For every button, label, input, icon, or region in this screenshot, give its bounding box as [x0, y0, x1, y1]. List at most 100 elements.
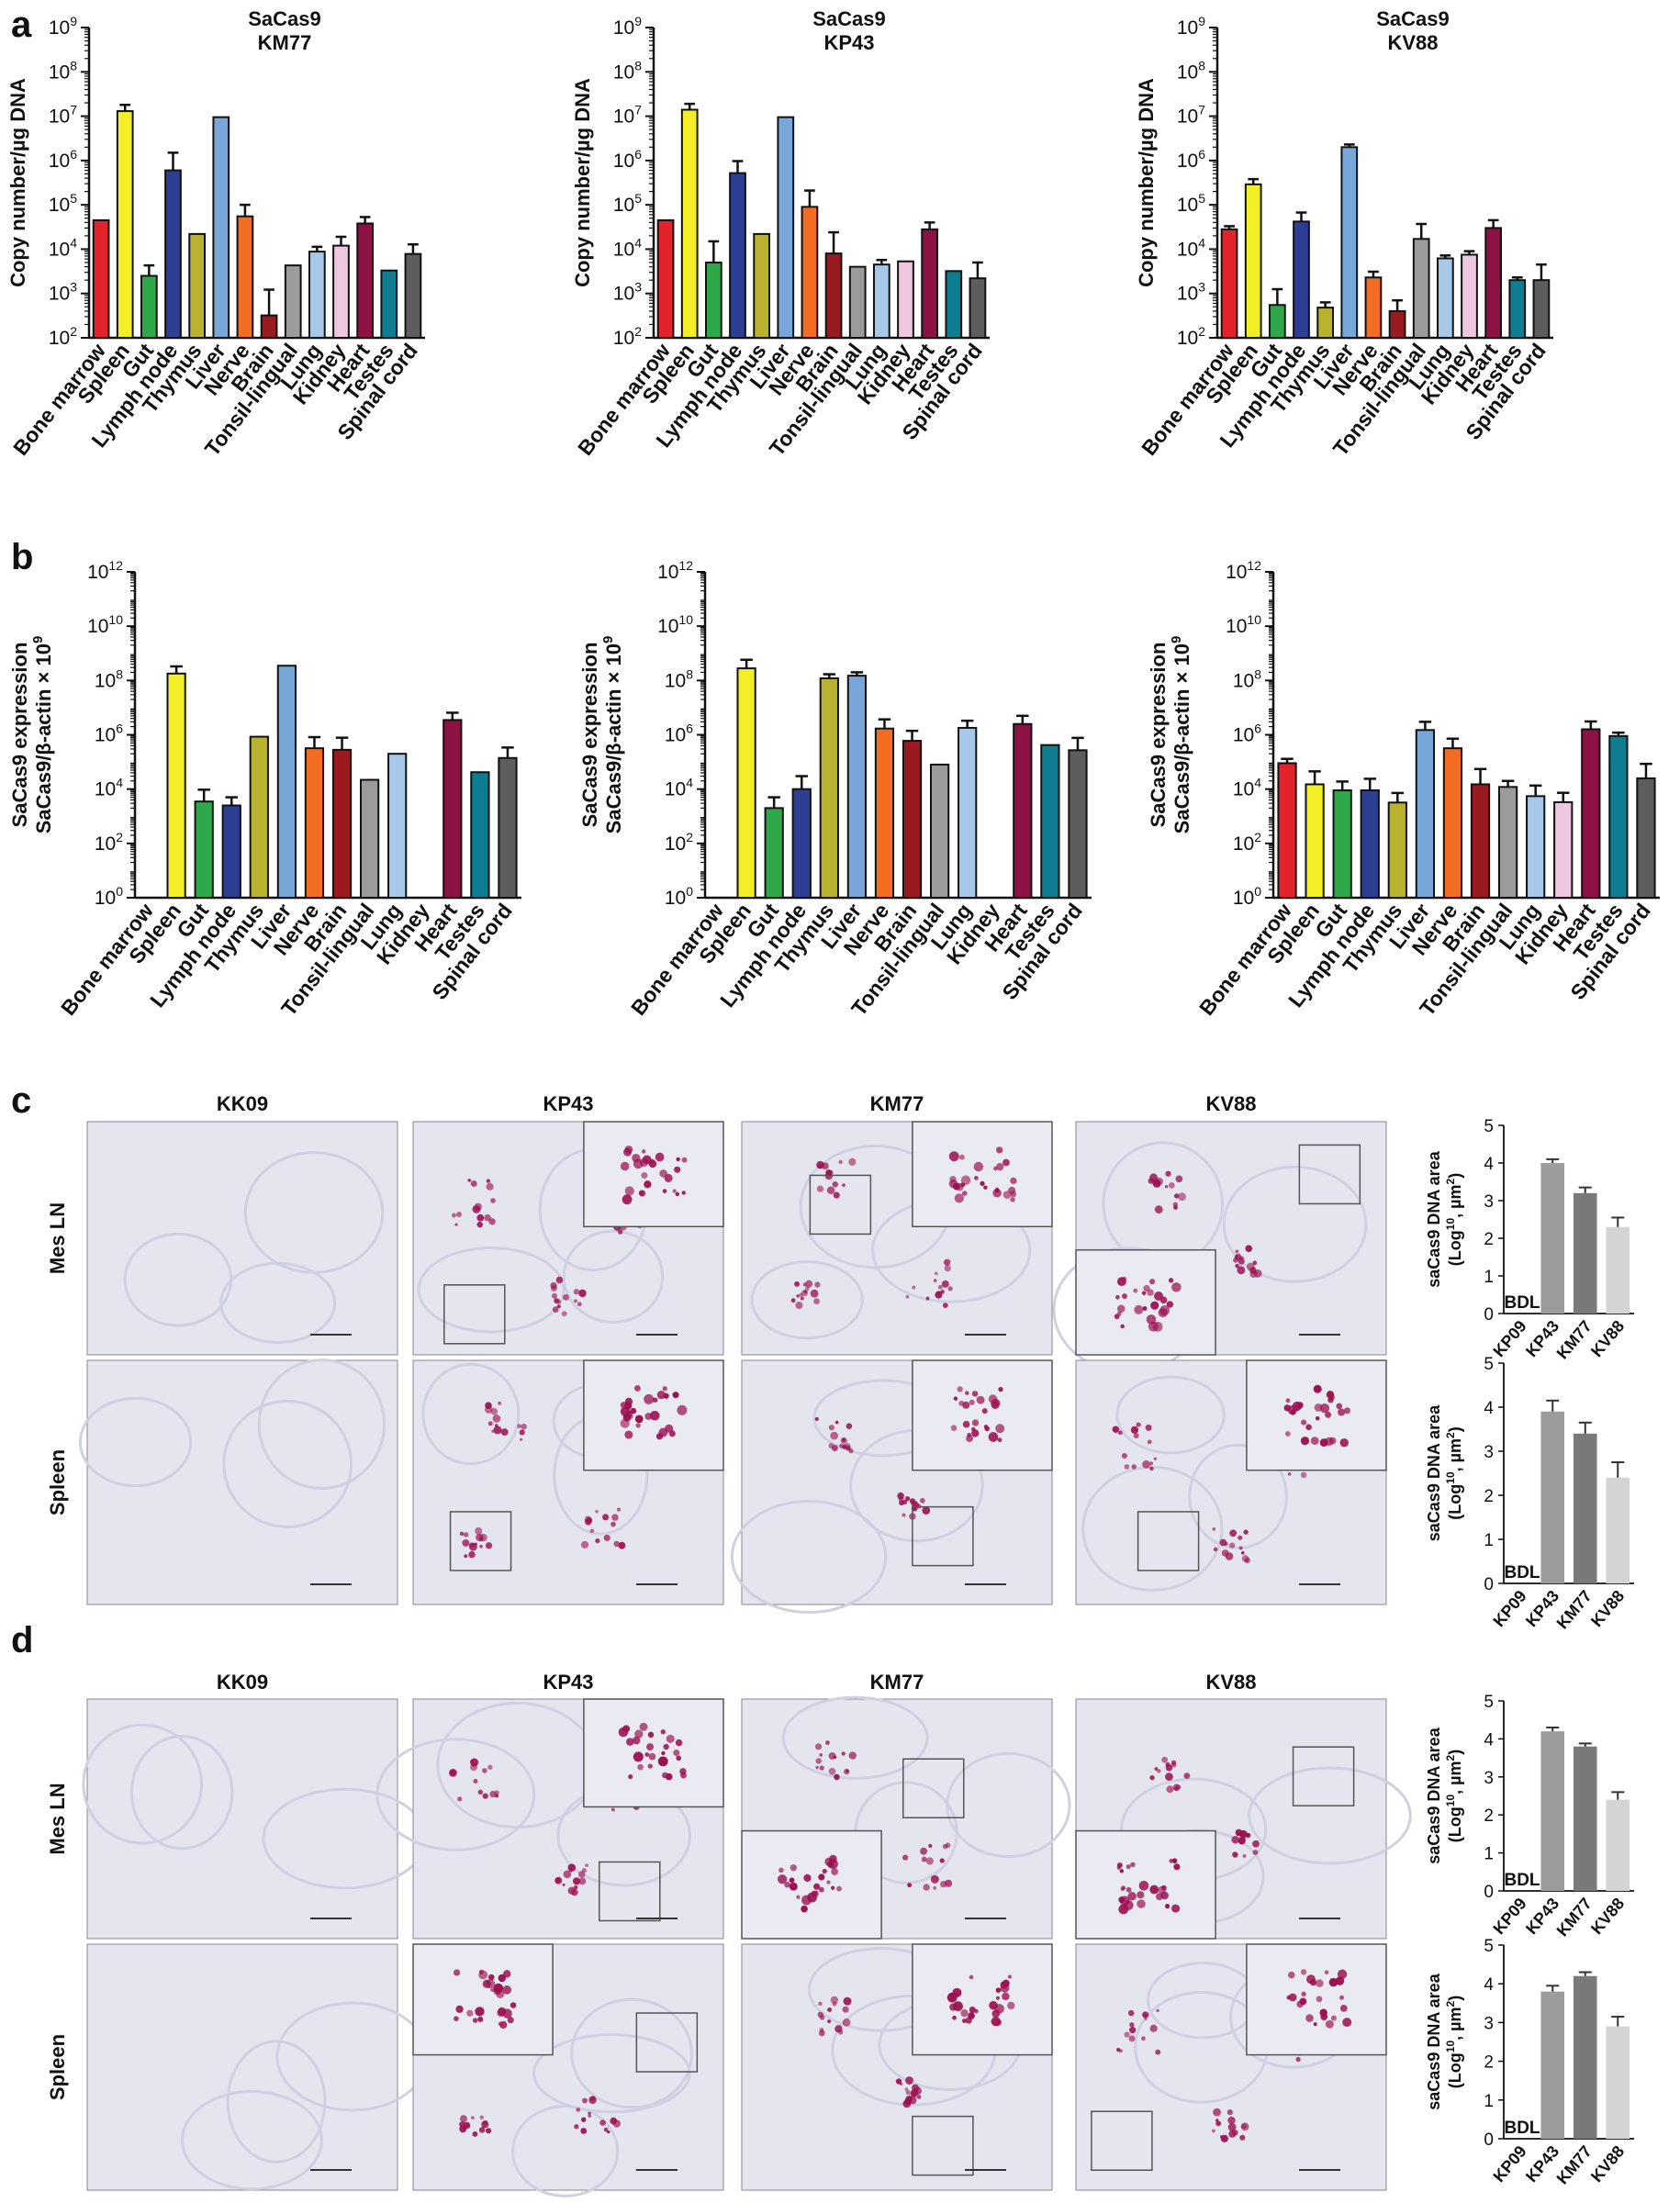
stain-spot — [942, 1843, 948, 1850]
stain-spot — [576, 2108, 581, 2112]
stain-spot — [663, 1743, 669, 1750]
bar-km77 — [1573, 1192, 1597, 1314]
stain-spot — [925, 1857, 934, 1865]
stain-spot — [828, 1767, 836, 1775]
tissue-structure — [243, 1151, 385, 1274]
stain-spot — [672, 1392, 679, 1399]
stain-spot — [814, 1281, 821, 1288]
stain-spot — [778, 1874, 788, 1884]
panel-letter: d — [11, 1620, 33, 1661]
tissue-structure — [226, 2040, 327, 2164]
stain-spot — [1226, 2109, 1233, 2116]
stain-spot — [634, 1415, 644, 1424]
micrograph — [375, 1698, 724, 1940]
stain-spot — [827, 2007, 833, 2012]
bdl-label: BDL — [1504, 1293, 1540, 1313]
bar-liver — [846, 675, 868, 899]
stain-spot — [1127, 2009, 1135, 2017]
stain-spot — [1237, 1266, 1246, 1275]
y-tick-label: 104 — [95, 776, 123, 800]
bar-nerve — [801, 206, 819, 339]
stain-spot — [1002, 1992, 1010, 2001]
stain-spot — [1124, 2031, 1130, 2038]
stain-spot — [995, 1424, 1005, 1434]
region-of-interest-box — [1298, 1144, 1361, 1205]
stain-spot — [1316, 1979, 1324, 1987]
bar-spinal-cord — [498, 756, 518, 899]
stain-spot — [1153, 1457, 1157, 1460]
y-tick-label: 5 — [1484, 1117, 1494, 1136]
stain-spot — [652, 1397, 658, 1403]
stain-spot — [485, 1542, 493, 1549]
y-tick-label: 1010 — [657, 612, 693, 637]
stain-spot — [1292, 1401, 1302, 1412]
y-tick-label: 107 — [1177, 103, 1205, 128]
y-tick-label: 5 — [1484, 1355, 1494, 1374]
bar-kv88 — [1606, 1477, 1630, 1583]
stain-spot — [816, 1185, 824, 1192]
stain-spot — [475, 1526, 483, 1535]
stain-spot — [1300, 1437, 1310, 1446]
stain-spot — [958, 1154, 965, 1160]
stain-spot — [1134, 1304, 1144, 1314]
bar-lymph-node — [164, 169, 182, 339]
bar-gut — [1268, 304, 1286, 340]
bar-spleen — [1305, 783, 1325, 899]
stain-spot — [1116, 2048, 1121, 2052]
bar-tonsil-lingual — [1497, 786, 1518, 899]
y-tick-label: 1 — [1484, 1845, 1494, 1864]
stain-spot — [842, 2018, 851, 2027]
stain-spot — [610, 1807, 615, 1812]
stain-spot — [778, 1867, 784, 1873]
stain-spot — [577, 1871, 586, 1878]
stain-spot — [1252, 1850, 1259, 1855]
micrograph — [412, 1121, 724, 1356]
stain-spot — [819, 2028, 824, 2032]
stain-spot — [1154, 1767, 1159, 1771]
stain-spot — [641, 1171, 648, 1180]
stain-spot — [996, 1162, 1004, 1171]
y-tick-label: 108 — [95, 666, 123, 691]
stain-spot — [971, 1391, 979, 1397]
column-label: KK09 — [217, 1092, 268, 1115]
bar-nerve — [236, 215, 254, 339]
stain-spot — [1229, 1542, 1236, 1549]
stain-spot — [1164, 1185, 1169, 1189]
stain-spot — [1313, 1384, 1322, 1393]
stain-spot — [817, 2011, 823, 2018]
stain-spot — [467, 1179, 472, 1182]
stain-spot — [485, 2128, 492, 2134]
region-of-interest-box — [902, 1758, 965, 1818]
stain-spot — [843, 1768, 850, 1775]
micrograph — [412, 1943, 724, 2197]
stain-spot — [1328, 1977, 1338, 1987]
category-label: KM77 — [1553, 1895, 1596, 1940]
tissue-structure — [417, 1246, 566, 1334]
tissue-structure — [181, 2090, 323, 2191]
y-tick-label: 108 — [665, 666, 693, 691]
y-axis-label: saCas9 DNA area — [1425, 1973, 1443, 2109]
stain-spot — [905, 2076, 913, 2085]
stain-spot — [1119, 1869, 1125, 1873]
stain-spot — [503, 1970, 511, 1978]
stain-spot — [991, 2017, 1001, 2027]
stain-spot — [466, 2009, 474, 2017]
stain-spot — [662, 1189, 667, 1193]
stain-spot — [1141, 1291, 1147, 1296]
stain-spot — [1149, 1774, 1155, 1781]
tissue-structure — [421, 1362, 521, 1466]
stain-spot — [1337, 1969, 1348, 1979]
stain-spot — [455, 2005, 464, 2014]
stain-spot — [1249, 1267, 1257, 1274]
bar-testes — [380, 269, 398, 339]
chart-subtitle: KP43 — [823, 31, 874, 54]
stain-spot — [980, 1180, 985, 1187]
bdl-label: BDL — [1504, 1871, 1540, 1890]
stain-spot — [813, 1298, 820, 1304]
stain-spot — [971, 1429, 980, 1437]
stain-spot — [656, 1391, 666, 1400]
y-tick-label: 103 — [49, 280, 77, 305]
bar-kv88 — [1606, 2026, 1630, 2139]
stain-spot — [1154, 1205, 1163, 1214]
